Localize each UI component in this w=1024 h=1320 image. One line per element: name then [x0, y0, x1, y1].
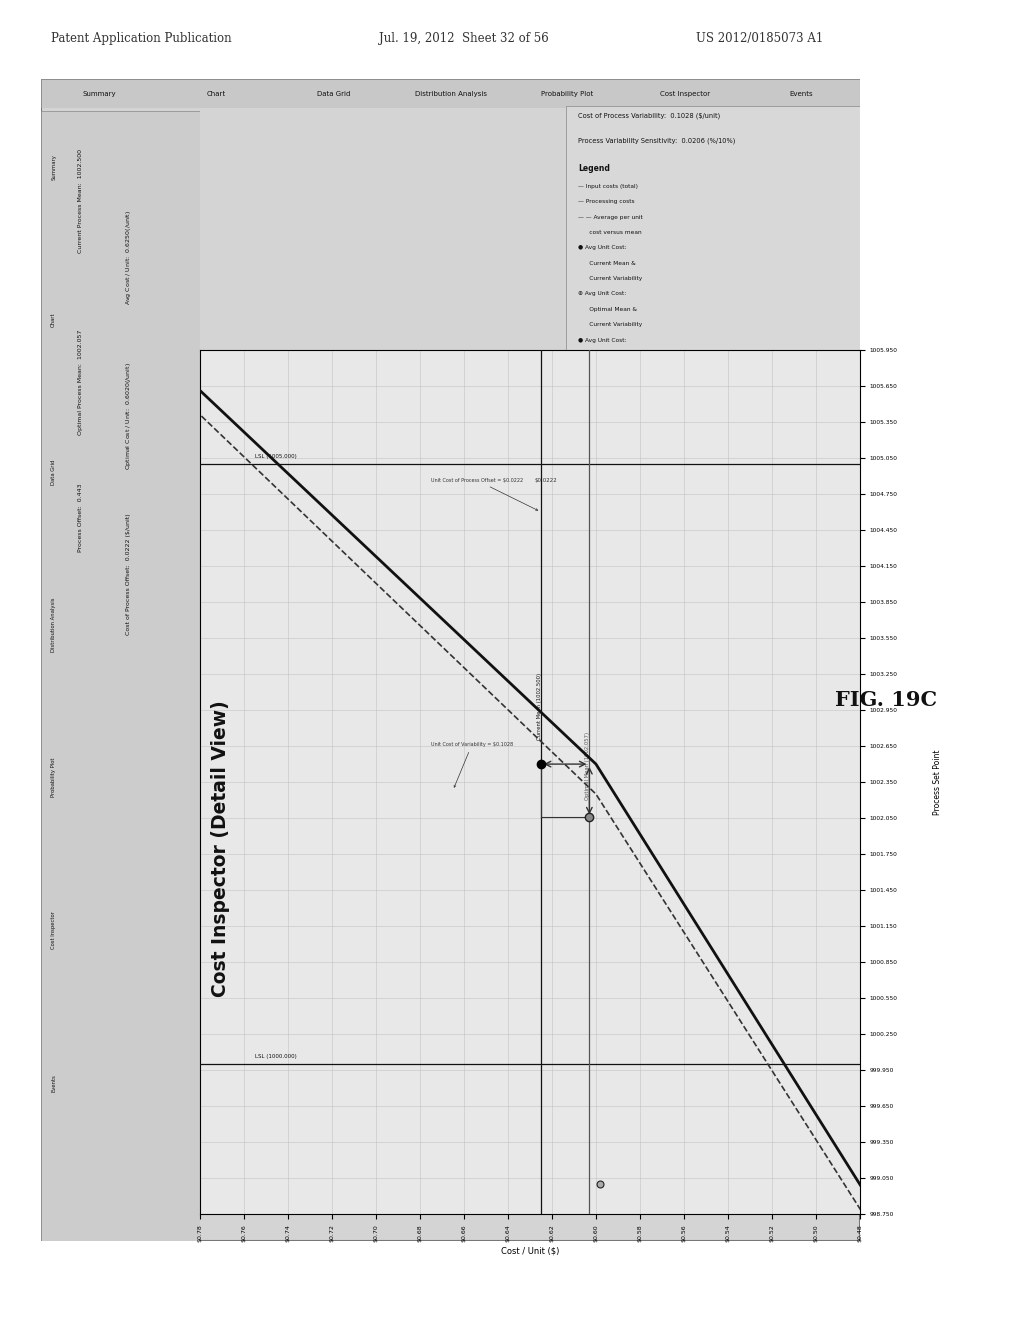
- Text: Distribution Analysis: Distribution Analysis: [415, 91, 486, 96]
- Text: Optimal Process Mean:  1002.057: Optimal Process Mean: 1002.057: [78, 330, 83, 434]
- Text: Current Process Mean:  1002.500: Current Process Mean: 1002.500: [78, 149, 83, 253]
- Text: Chart: Chart: [51, 313, 56, 327]
- Text: Jul. 19, 2012  Sheet 32 of 56: Jul. 19, 2012 Sheet 32 of 56: [379, 32, 549, 45]
- Text: Legend: Legend: [578, 164, 610, 173]
- Text: Cost of Process Offset:  0.0222 ($/unit): Cost of Process Offset: 0.0222 ($/unit): [126, 513, 131, 635]
- Text: LSL (1000.000): LSL (1000.000): [255, 1055, 297, 1060]
- Text: Process Offset:  0.443: Process Offset: 0.443: [78, 483, 83, 552]
- Text: Probability Plot: Probability Plot: [51, 758, 56, 797]
- Text: Cost Inspector: Cost Inspector: [51, 911, 56, 949]
- Text: Optimal Cost / Unit:  $0.6020 ($/unit): Optimal Cost / Unit: $0.6020 ($/unit): [124, 362, 133, 470]
- Text: Current Variability: Current Variability: [578, 276, 642, 281]
- Text: Unit Cost of Process Offset = $0.0222: Unit Cost of Process Offset = $0.0222: [431, 478, 538, 511]
- Text: Data Grid: Data Grid: [316, 91, 350, 96]
- Text: Avg Cost / Unit:  $0.6250 ($/unit): Avg Cost / Unit: $0.6250 ($/unit): [124, 210, 133, 305]
- X-axis label: Cost / Unit ($): Cost / Unit ($): [501, 1246, 559, 1255]
- Text: Unit Cost of Variability = $0.1028: Unit Cost of Variability = $0.1028: [431, 742, 513, 787]
- Text: Cost of Process Variability:  0.1028 ($/unit): Cost of Process Variability: 0.1028 ($/u…: [578, 114, 720, 119]
- Text: Cost Inspector: Cost Inspector: [659, 91, 710, 96]
- Text: Optimal Mean &: Optimal Mean &: [578, 306, 637, 312]
- Text: Current Mean &: Current Mean &: [578, 260, 636, 265]
- Text: Process Variability Sensitivity:  0.0206 (%/10%): Process Variability Sensitivity: 0.0206 …: [578, 137, 735, 144]
- Text: cost versus mean: cost versus mean: [578, 230, 642, 235]
- Text: Events: Events: [51, 1073, 56, 1092]
- Text: $0.0222: $0.0222: [535, 478, 557, 483]
- Text: Current Mean (1002.500): Current Mean (1002.500): [537, 673, 542, 741]
- Text: ● Avg Unit Cost:: ● Avg Unit Cost:: [578, 246, 627, 251]
- Text: Probability Plot: Probability Plot: [542, 91, 594, 96]
- Text: Data Grid: Data Grid: [51, 459, 56, 486]
- Text: — Processing costs: — Processing costs: [578, 199, 635, 205]
- Text: Optimal Variability: Optimal Variability: [578, 368, 643, 374]
- Text: Summary: Summary: [51, 154, 56, 181]
- Text: FIG. 19C: FIG. 19C: [835, 689, 937, 710]
- Text: Optimal Mean &: Optimal Mean &: [578, 352, 637, 358]
- Text: Distribution Analysis: Distribution Analysis: [51, 598, 56, 652]
- Text: Chart: Chart: [207, 91, 226, 96]
- Text: Optimal Mean (1002.057): Optimal Mean (1002.057): [585, 733, 590, 800]
- Text: US 2012/0185073 A1: US 2012/0185073 A1: [696, 32, 823, 45]
- Text: ● Avg Unit Cost:: ● Avg Unit Cost:: [578, 338, 627, 343]
- Text: Events: Events: [790, 91, 813, 96]
- Text: LSL (1005.000): LSL (1005.000): [255, 454, 297, 459]
- Text: — Input costs (total): — Input costs (total): [578, 183, 638, 189]
- Text: — — Average per unit: — — Average per unit: [578, 215, 643, 219]
- Y-axis label: Process Set Point: Process Set Point: [933, 750, 942, 814]
- Text: ⊕ Avg Unit Cost:: ⊕ Avg Unit Cost:: [578, 292, 627, 297]
- Text: Cost Inspector (Detail View): Cost Inspector (Detail View): [211, 700, 229, 997]
- Text: Patent Application Publication: Patent Application Publication: [51, 32, 231, 45]
- Text: Current Variability: Current Variability: [578, 322, 642, 327]
- Text: Summary: Summary: [83, 91, 117, 96]
